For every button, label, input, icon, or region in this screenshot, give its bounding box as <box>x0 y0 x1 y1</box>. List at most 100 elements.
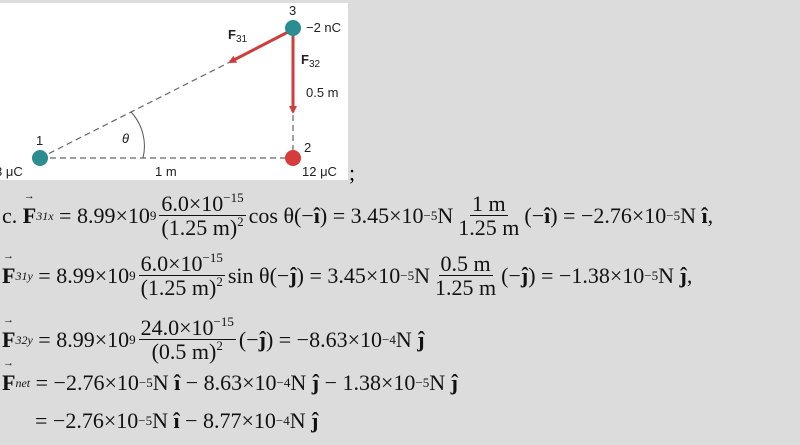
charge-1-value: 3 μC <box>0 164 23 179</box>
unit-vector: î <box>313 203 320 229</box>
angle-arc <box>130 111 145 159</box>
eq-text: (1.25 m) <box>140 275 217 301</box>
eq-text: N <box>290 370 312 395</box>
eq-text: (1.25 m) <box>161 215 238 241</box>
force-vector: F <box>2 314 15 353</box>
charge-1 <box>32 150 48 166</box>
eq-text: N <box>289 408 312 433</box>
eq-text: 0.5 m <box>440 251 491 276</box>
eq-text: (− <box>501 263 521 289</box>
numerator: 6.0×10−15 <box>138 250 225 277</box>
angle-label: θ <box>122 131 129 146</box>
semicolon: ; <box>349 160 356 185</box>
eq-text: ) = −2.76×10 <box>550 203 667 229</box>
subscript: 31y <box>15 268 33 283</box>
unit-vector: ĵ <box>289 263 297 289</box>
fraction: 24.0×10−15 (0.5 m)2 <box>138 314 236 365</box>
eq-text: 1.25 m <box>458 215 520 241</box>
exponent: −15 <box>202 250 223 265</box>
eq-text: 24.0×10 <box>140 315 214 340</box>
unit-vector: ĵ <box>311 370 320 395</box>
charge-2 <box>285 150 301 166</box>
eq-text: , <box>686 263 693 289</box>
charge-3-index: 3 <box>289 3 296 18</box>
line-1-3 <box>39 61 231 159</box>
eq-text: N <box>414 263 431 289</box>
unit-vector: î <box>701 203 708 229</box>
eq-text: 1.25 m <box>435 275 497 301</box>
eq-text: sin θ(− <box>227 263 290 289</box>
eq-text: c. <box>2 203 23 229</box>
exponent: 2 <box>237 214 244 230</box>
f32-label: F32 <box>301 52 321 70</box>
charge-3 <box>285 20 301 36</box>
eq-text: 6.0×10 <box>140 251 203 276</box>
denominator: (1.25 m)2 <box>139 274 225 301</box>
subscript: 31x <box>36 208 54 223</box>
charge-1-index: 1 <box>36 133 43 148</box>
eq-text: ) = 3.45×10 <box>296 263 401 289</box>
eq-text: − 1.38×10 <box>319 370 416 395</box>
eq-text: N <box>429 370 451 395</box>
unit-vector: ĵ <box>311 408 319 433</box>
eq-text: , <box>707 203 714 229</box>
charge-2-index: 2 <box>304 140 311 155</box>
charge-diagram: 1 3 μC 2 12 μC 3 −2 nC F31 F32 0.5 m 1 m… <box>0 3 348 180</box>
eq-text: (− <box>524 203 545 229</box>
eq-text: N <box>152 370 175 395</box>
eq-text: − 8.63×10 <box>180 370 277 395</box>
unit-vector: ĵ <box>258 327 266 353</box>
eq-text: ) = −8.63×10 <box>265 327 382 353</box>
eq-text: ) = 3.45×10 <box>319 203 424 229</box>
eq-text: 6.0×10 <box>161 191 224 216</box>
subscript: net <box>15 375 31 390</box>
unit-vector: î <box>174 370 181 395</box>
exponent: −15 <box>213 314 234 329</box>
exponent: 2 <box>216 274 223 290</box>
force-vector: F <box>2 357 15 396</box>
eq-text: ) = −1.38×10 <box>528 263 645 289</box>
unit-vector: î <box>544 203 551 229</box>
eq-text: = −2.76×10 <box>2 408 139 433</box>
exponent: 2 <box>216 338 223 354</box>
unit-vector: ĵ <box>520 263 529 289</box>
eq-text: (0.5 m) <box>151 339 217 365</box>
equation-line: = −2.76×10 −5 N î − 8.77×10 −4 N ĵ <box>2 408 319 433</box>
force-vector: F <box>2 250 15 289</box>
charge-2-value: 12 μC <box>302 164 337 179</box>
denominator: 1.25 m <box>456 215 521 241</box>
eq-text: N <box>437 203 454 229</box>
unit-vector: ĵ <box>450 370 458 395</box>
numerator: 0.5 m <box>438 251 493 277</box>
f31-arrow <box>228 29 291 64</box>
eq-text: = 8.99×10 <box>32 327 130 353</box>
denominator: (0.5 m)2 <box>150 338 225 365</box>
eq-text: N <box>658 263 680 289</box>
fraction: 6.0×10−15 (1.25 m)2 <box>138 250 225 301</box>
eq-text: N <box>395 327 418 353</box>
fraction: 0.5 m 1.25 m <box>433 252 498 300</box>
eq-text: = 8.99×10 <box>53 203 150 229</box>
fraction: 6.0×10−15 (1.25 m)2 <box>159 190 246 241</box>
distance-2-3: 0.5 m <box>306 85 339 100</box>
eq-text: − 8.77×10 <box>179 408 276 433</box>
denominator: (1.25 m)2 <box>159 214 245 241</box>
eq-text: (− <box>238 327 259 353</box>
force-vector: F <box>23 190 36 229</box>
eq-text: N <box>152 408 174 433</box>
eq-text: = 8.99×10 <box>32 263 130 289</box>
eq-text: 1 m <box>472 191 506 216</box>
unit-vector: î <box>173 408 180 433</box>
exponent: −15 <box>223 190 244 205</box>
denominator: 1.25 m <box>433 275 498 301</box>
eq-text: = −2.76×10 <box>30 370 139 395</box>
unit-vector: ĵ <box>417 327 425 353</box>
eq-text: cos θ(− <box>248 203 314 229</box>
numerator: 6.0×10−15 <box>159 190 246 217</box>
numerator: 1 m <box>470 191 508 217</box>
distance-1-2: 1 m <box>155 164 177 179</box>
